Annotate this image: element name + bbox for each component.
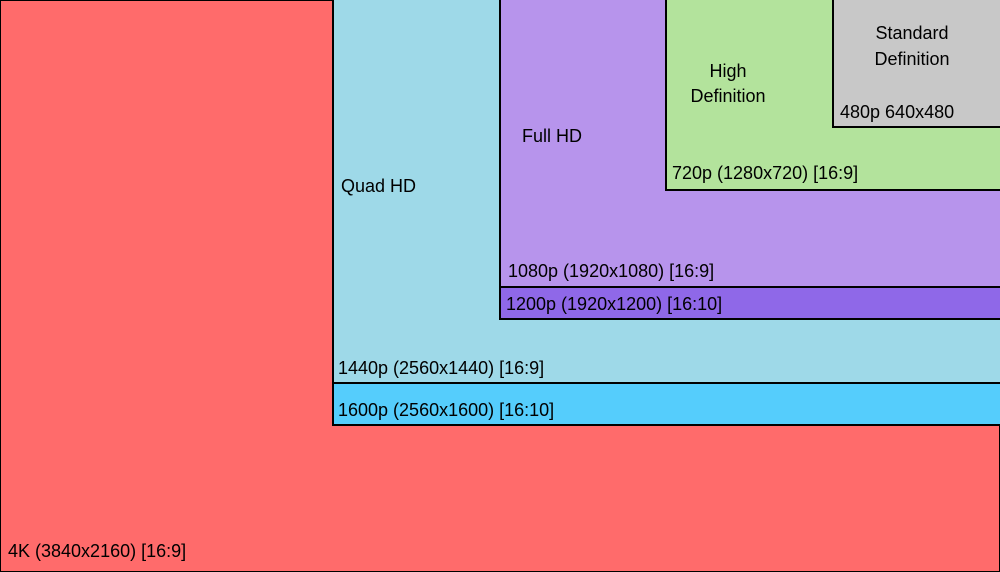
label: 480p 640x480: [840, 102, 955, 122]
label: 1200p (1920x1200) [16:10]: [506, 294, 723, 314]
label: 4K (3840x2160) [16:9]: [8, 541, 187, 561]
label: 1600p (2560x1600) [16:10]: [338, 400, 555, 420]
title: Standard Definition: [874, 23, 950, 69]
title: Quad HD: [341, 176, 417, 196]
title: Full HD: [522, 126, 583, 146]
title: High Definition: [690, 61, 766, 106]
box-480p: [832, 0, 1000, 128]
label: 1080p (1920x1080) [16:9]: [508, 261, 715, 281]
label: 720p (1280x720) [16:9]: [672, 163, 859, 183]
label: 1440p (2560x1440) [16:9]: [338, 358, 545, 378]
